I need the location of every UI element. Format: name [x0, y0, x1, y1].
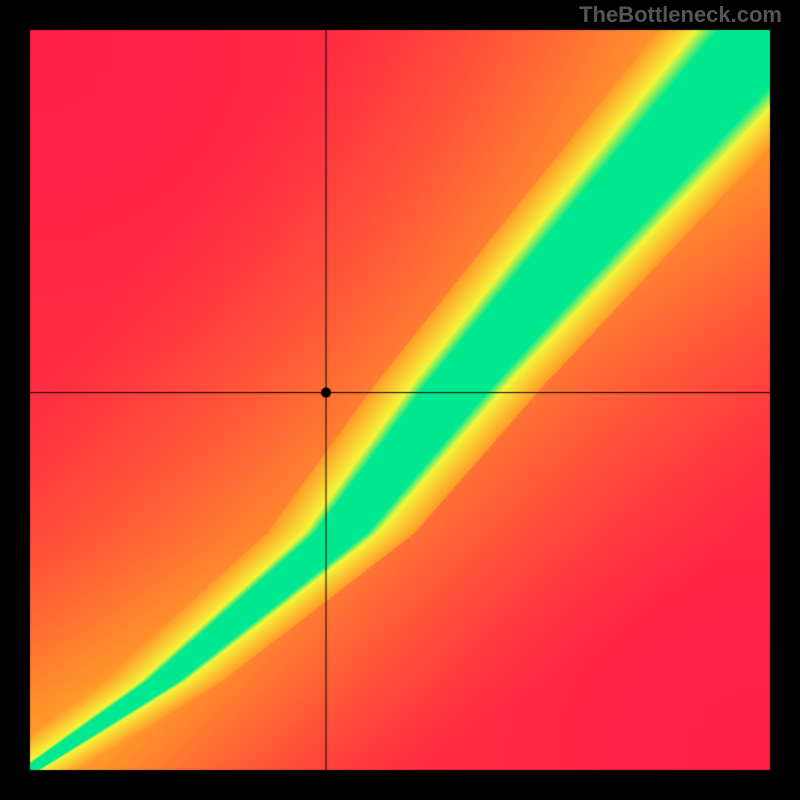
heatmap-canvas: [0, 0, 800, 800]
watermark-text: TheBottleneck.com: [579, 2, 782, 28]
root-container: TheBottleneck.com: [0, 0, 800, 800]
